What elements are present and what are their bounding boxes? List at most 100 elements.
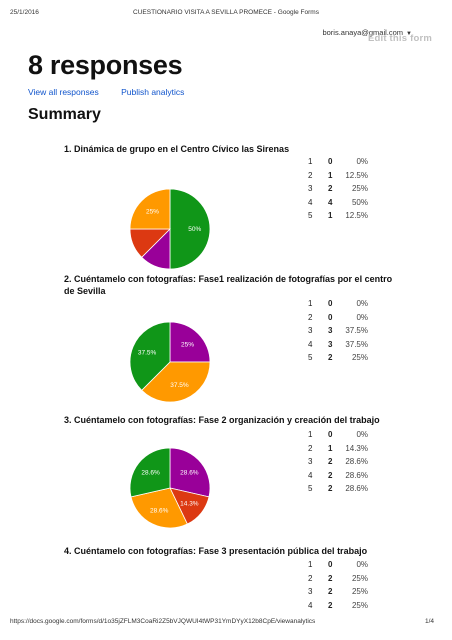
option-label: 4 [308, 197, 313, 207]
counts-table-q2: 1 0 0% 2 0 0% 3 3 37.5% 4 3 37.5% 5 2 25% [308, 299, 368, 367]
response-percent: 14.3% [345, 443, 368, 453]
count-row: 5 2 28.6% [308, 484, 368, 498]
count-row: 3 2 25% [308, 184, 368, 198]
response-count: 0 [328, 560, 333, 569]
option-label: 4 [308, 600, 313, 610]
count-row: 1 0 0% [308, 299, 368, 313]
count-row: 4 4 50% [308, 198, 368, 212]
count-row: 5 1 12.5% [308, 211, 368, 225]
response-count: 1 [328, 211, 333, 221]
question-title: 2. Cuéntamelo con fotografías: Fase1 rea… [64, 274, 393, 296]
question-title: 4. Cuéntamelo con fotografías: Fase 3 pr… [64, 546, 368, 556]
count-row: 2 0 0% [308, 313, 368, 327]
option-label: 5 [308, 484, 313, 494]
response-count: 2 [328, 600, 333, 610]
option-label: 3 [308, 184, 313, 194]
pie-data-label: 25% [146, 208, 159, 215]
account-menu[interactable]: boris.anaya@gmail.com ▼ [322, 28, 412, 37]
publish-analytics-link[interactable]: Publish analytics [121, 87, 185, 97]
pie-slice [169, 188, 211, 270]
print-url: https://docs.google.com/forms/d/1o35jZFL… [10, 618, 316, 625]
response-percent: 0% [356, 430, 368, 439]
response-percent: 0% [356, 560, 368, 569]
summary-heading: Summary [28, 106, 101, 123]
response-percent: 28.6% [345, 457, 368, 467]
page-number: 1/4 [424, 618, 434, 625]
response-count: 0 [328, 157, 333, 166]
pie-slice [141, 361, 211, 403]
print-title: CUESTIONARIO VISITA A SEVILLA PROMECE - … [133, 9, 319, 16]
page-title: 8 responses [28, 50, 183, 80]
counts-table-q1: 1 0 0% 2 1 12.5% 3 2 25% 4 4 50% 5 1 12.5% [308, 157, 368, 225]
option-label: 2 [308, 170, 313, 180]
print-header: 25/1/2016 CUESTIONARIO VISITA A SEVILLA … [10, 9, 442, 19]
option-label: 1 [308, 157, 313, 166]
counts-table-q4: 1 0 0% 2 2 25% 3 2 25% 4 2 25% [308, 560, 368, 614]
pie-data-label: 28.6% [150, 507, 169, 514]
response-count: 2 [328, 470, 333, 480]
analytics-links: View all responses Publish analytics [28, 87, 204, 97]
count-row: 2 2 25% [308, 574, 368, 588]
account-email: boris.anaya@gmail.com [322, 28, 404, 37]
response-percent: 0% [356, 299, 368, 308]
count-row: 1 0 0% [308, 430, 368, 444]
pie-slice [169, 321, 211, 363]
pie-data-label: 37.5% [170, 382, 189, 389]
pie-slice [129, 188, 171, 230]
count-row: 5 2 25% [308, 353, 368, 367]
response-percent: 12.5% [345, 211, 368, 221]
option-label: 1 [308, 430, 313, 439]
pie-slice [169, 447, 211, 498]
response-percent: 0% [356, 157, 368, 166]
response-count: 2 [328, 353, 333, 363]
count-row: 3 2 25% [308, 587, 368, 601]
response-count: 2 [328, 587, 333, 597]
response-count: 2 [328, 484, 333, 494]
response-percent: 0% [356, 312, 368, 322]
response-count: 0 [328, 299, 333, 308]
response-count: 0 [328, 312, 333, 322]
option-label: 3 [308, 587, 313, 597]
option-label: 3 [308, 326, 313, 336]
option-label: 4 [308, 470, 313, 480]
pie-slice [130, 487, 188, 529]
count-row: 4 3 37.5% [308, 340, 368, 354]
option-label: 2 [308, 573, 313, 583]
response-percent: 37.5% [345, 339, 368, 349]
response-count: 2 [328, 573, 333, 583]
pie-chart-q3: 28.6% 14.3% 28.6% 28.6% [129, 447, 211, 529]
response-count: 3 [328, 339, 333, 349]
print-date: 25/1/2016 [10, 9, 39, 16]
response-percent: 12.5% [345, 170, 368, 180]
view-all-responses-link[interactable]: View all responses [28, 87, 99, 97]
option-label: 1 [308, 560, 313, 569]
question-title: 1. Dinámica de grupo en el Centro Cívico… [64, 144, 290, 154]
response-percent: 25% [351, 573, 368, 583]
option-label: 4 [308, 339, 313, 349]
count-row: 4 2 25% [308, 601, 368, 615]
response-count: 4 [328, 197, 333, 207]
pie-slice [129, 447, 171, 498]
pie-slice [129, 321, 171, 391]
pie-data-label: 14.3% [180, 500, 199, 507]
count-row: 4 2 28.6% [308, 471, 368, 485]
option-label: 1 [308, 299, 313, 308]
response-percent: 50% [351, 197, 368, 207]
response-percent: 25% [351, 353, 368, 363]
chevron-down-icon: ▼ [406, 31, 412, 37]
response-percent: 28.6% [345, 484, 368, 494]
count-row: 3 3 37.5% [308, 326, 368, 340]
response-count: 2 [328, 457, 333, 467]
response-percent: 37.5% [345, 326, 368, 336]
question-title: 3. Cuéntamelo con fotografías: Fase 2 or… [64, 415, 380, 425]
count-row: 1 0 0% [308, 157, 368, 171]
count-row: 2 1 14.3% [308, 444, 368, 458]
counts-table-q3: 1 0 0% 2 1 14.3% 3 2 28.6% 4 2 28.6% 5 2 28.6% [308, 430, 368, 498]
response-count: 1 [328, 170, 333, 180]
response-count: 1 [328, 443, 333, 453]
pie-chart-q2: 25% 37.5% 37.5% [129, 321, 211, 403]
pie-data-label: 28.6% [141, 470, 160, 477]
response-percent: 25% [351, 184, 368, 194]
edit-form-link[interactable]: Edit this form [367, 33, 432, 44]
print-footer: https://docs.google.com/forms/d/1o35jZFL… [10, 618, 442, 628]
